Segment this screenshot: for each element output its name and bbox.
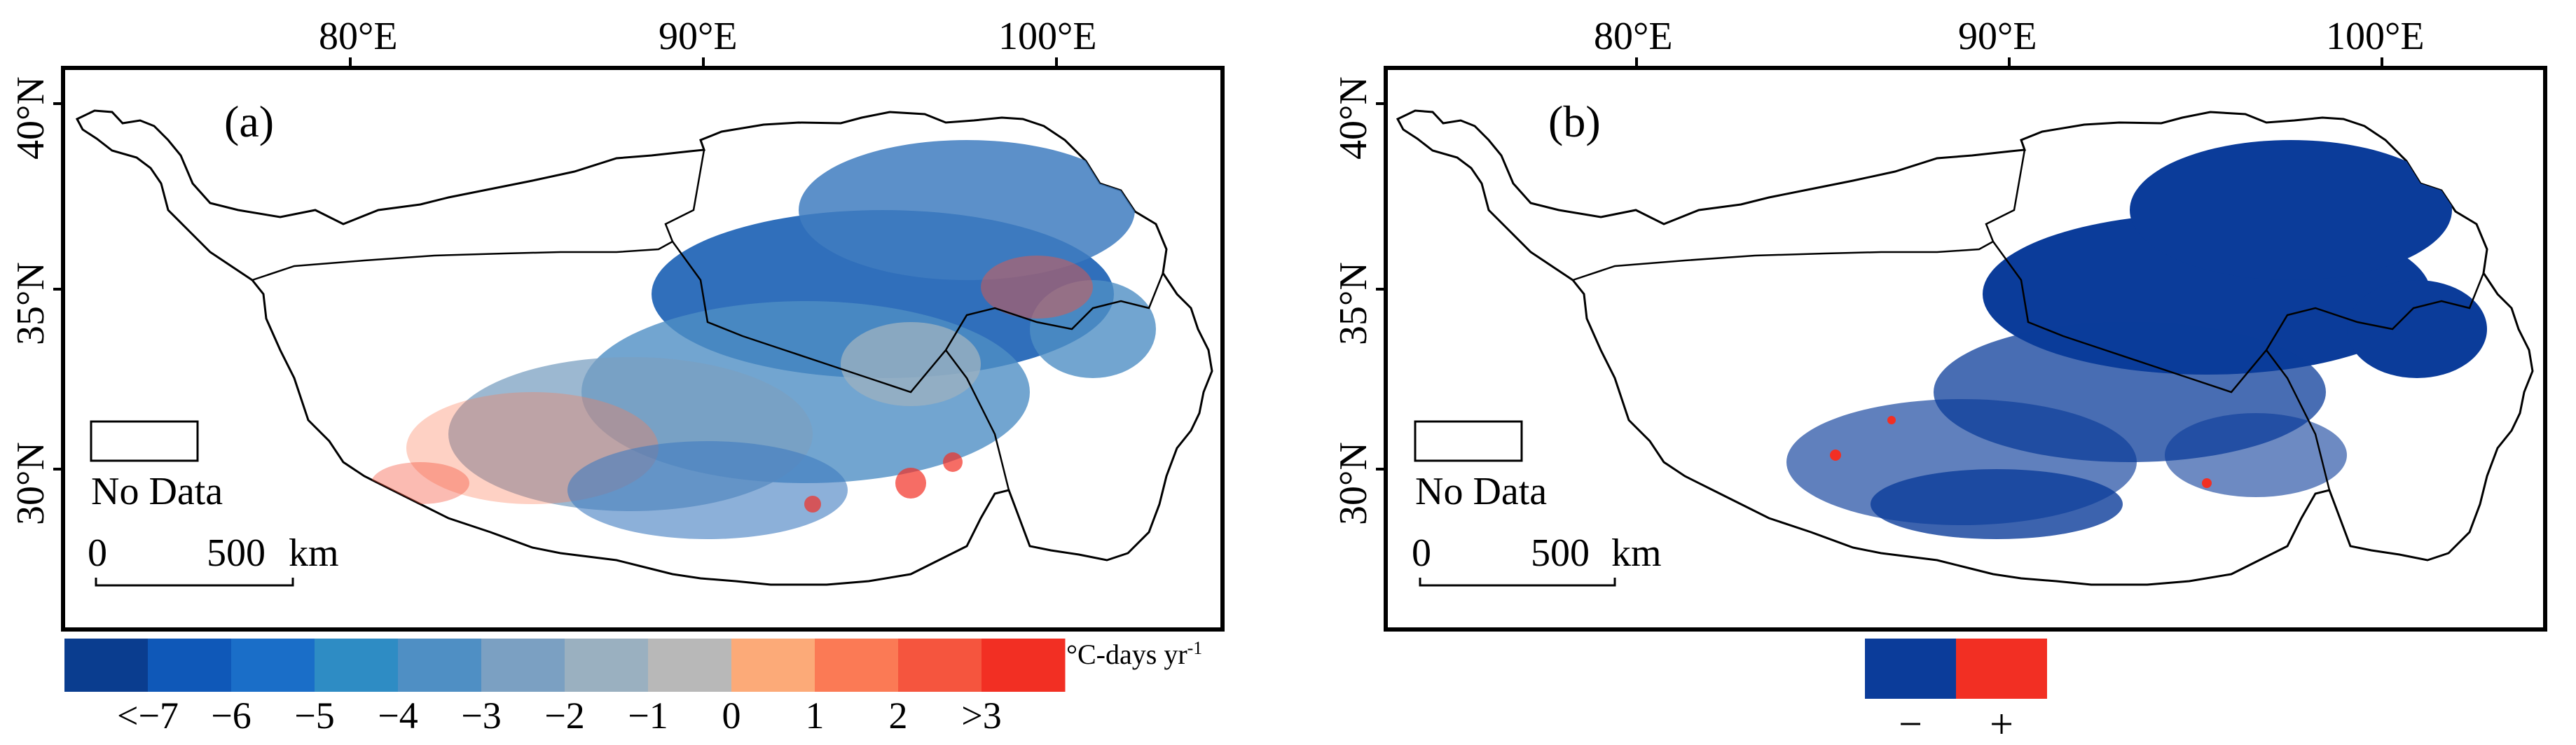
internal-boundaries-a: [252, 149, 1164, 491]
legend-unit-a: °C-days yr-1: [1066, 638, 1202, 671]
legend-unit-sup-a: -1: [1187, 638, 1203, 658]
legend-a-label-3: −4: [378, 695, 418, 737]
lat-ticks-a: [53, 102, 63, 471]
nodata-label-a: No Data: [91, 470, 223, 513]
lat-tick-label-b-30: 30°N: [1332, 442, 1375, 525]
raster-a: [371, 140, 1156, 539]
plateau-outline-b: [1396, 109, 2534, 586]
legend-a-swatch-5: [481, 639, 565, 692]
legend-a-swatch-6: [565, 639, 649, 692]
lat-tick-label-a-30: 30°N: [9, 442, 53, 525]
legend-a-swatch-3: [315, 639, 399, 692]
scalebar-start-a: 0: [88, 531, 107, 575]
lat-tick-label-a-35: 35°N: [9, 262, 53, 345]
legend-a-swatch-9: [815, 639, 899, 692]
scalebar-end-a: 500: [207, 531, 266, 575]
legend-a-swatch-1: [148, 639, 232, 692]
legend-a-swatch-11: [982, 639, 1066, 692]
lat-ticks-b: [1376, 102, 1386, 471]
lon-tick-label-b-80: 80°E: [1594, 15, 1673, 58]
legend-a-swatch-8: [731, 639, 815, 692]
scalebar-unit-b: km: [1611, 531, 1662, 575]
legend-b: − +: [1865, 639, 2047, 745]
panel-label-a: (a): [224, 97, 274, 146]
nodata-swatch-a: [90, 420, 199, 462]
legend-a-label-8: 1: [806, 695, 825, 737]
lon-tick-label-a-100: 100°E: [998, 15, 1097, 58]
scalebar-unit-a: km: [289, 531, 339, 575]
lon-ticks-a: [349, 57, 1058, 68]
nodata-label-b: No Data: [1415, 470, 1547, 513]
scalebar-a: [95, 578, 294, 587]
legend-unit-main-a: °C-days yr: [1066, 639, 1187, 670]
legend-a-label-2: −5: [294, 695, 334, 737]
legend-a-label-4: −3: [461, 695, 501, 737]
lon-ticks-b: [1635, 57, 2383, 68]
legend-a-swatch-2: [231, 639, 315, 692]
scalebar-start-b: 0: [1412, 531, 1431, 575]
legend-a-swatch-4: [398, 639, 482, 692]
legend-b-swatch-0: [1865, 639, 1956, 699]
lon-tick-label-a-80: 80°E: [319, 15, 398, 58]
legend-a-swatch-7: [648, 639, 732, 692]
lat-tick-label-b-35: 35°N: [1332, 262, 1375, 345]
legend-a-swatch-10: [898, 639, 982, 692]
lon-tick-label-b-100: 100°E: [2326, 15, 2425, 58]
lon-tick-label-a-90: 90°E: [659, 15, 738, 58]
legend-b-swatch-1: [1956, 639, 2047, 699]
lon-tick-label-b-90: 90°E: [1958, 15, 2037, 58]
panel-b: 80°E 90°E 100°E 40°N 35°N 30°N: [1332, 15, 2547, 745]
legend-a: <−7 −6 −5 −4 −3 −2 −1 0 1 2 >3: [64, 639, 1066, 737]
lat-tick-label-a-40: 40°N: [9, 76, 53, 160]
legend-a-label-5: −2: [544, 695, 584, 737]
lat-tick-label-b-40: 40°N: [1332, 76, 1375, 160]
legend-a-label-10: >3: [961, 695, 1001, 737]
legend-b-label-0: −: [1899, 701, 1922, 741]
panel-a: 80°E 90°E 100°E 40°N 35°N 30°N: [9, 15, 1225, 737]
raster-b: [1786, 140, 2487, 539]
scalebar-b: [1419, 578, 1616, 587]
internal-boundaries-b: [1572, 149, 2485, 491]
legend-b-label-1: +: [1990, 701, 2013, 741]
legend-a-swatch-0: [64, 639, 149, 692]
legend-a-label-7: 0: [722, 695, 741, 737]
legend-a-label-0: <−7: [117, 695, 179, 737]
legend-a-label-6: −1: [628, 695, 668, 737]
legend-a-label-9: 2: [889, 695, 908, 737]
nodata-swatch-b: [1414, 420, 1523, 462]
scalebar-end-b: 500: [1531, 531, 1590, 575]
plateau-outline-a: [75, 109, 1213, 586]
panel-label-b: (b): [1548, 97, 1601, 146]
legend-a-label-1: −6: [211, 695, 251, 737]
